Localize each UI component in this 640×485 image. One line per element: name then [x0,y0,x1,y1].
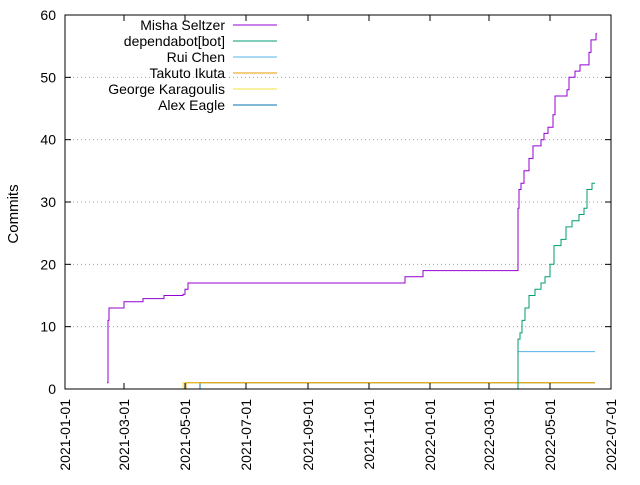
axis-ticks: 0 10 20 30 40 50 60 2021-01-01 2021-03-01 2021-05… [40,7,619,471]
x-tick-label: 2021-03-01 [116,399,132,471]
y-tick-label: 10 [40,319,56,335]
x-tick-label: 2021-05-01 [177,399,193,471]
y-tick-label: 0 [48,381,56,397]
x-tick-label: 2022-07-01 [603,399,619,471]
series-line-rui-chen [517,351,595,384]
legend-label-alex-eagle: Alex Eagle [158,97,225,113]
x-tick-label: 2022-03-01 [481,399,497,471]
y-tick-label: 30 [40,194,56,210]
x-tick-label: 2022-01-01 [422,399,438,471]
y-tick-label: 50 [40,69,56,85]
grid-lines [65,76,611,328]
x-tick-label: 2022-05-01 [542,399,558,471]
legend-label-misha-seltzer: Misha Seltzer [140,17,225,33]
x-tick-label: 2021-07-01 [238,399,254,471]
series-line-misha-seltzer [107,33,597,384]
y-tick-label: 40 [40,132,56,148]
x-tick-label: 2021-09-01 [300,399,316,471]
legend-label-dependabot-bot: dependabot[bot] [124,33,225,49]
x-tick-label: 2021-01-01 [57,399,73,471]
y-tick-label: 60 [40,7,56,23]
legend-label-takuto-ikuta: Takuto Ikuta [150,65,226,81]
series-line-george-karagoulis [182,382,595,390]
legend-label-rui-chen: Rui Chen [167,49,225,65]
y-tick-label: 20 [40,256,56,272]
legend-label-george-karagoulis: George Karagoulis [108,81,225,97]
y-axis-label: Commits [5,184,22,243]
series-line-dependabot-bot [517,182,595,390]
series-line-alex-eagle [199,382,595,390]
series-lines [107,33,597,390]
x-tick-label: 2021-11-01 [361,399,377,470]
